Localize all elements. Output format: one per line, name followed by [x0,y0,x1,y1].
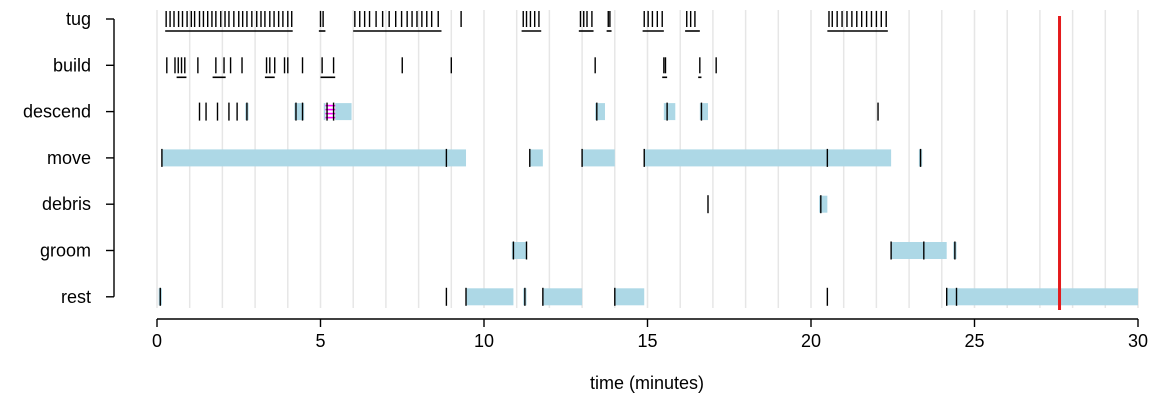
y-tick-label: rest [61,287,91,307]
events-layer [159,11,1061,306]
x-axis: 0 5 10 15 20 25 30 [152,318,1148,351]
interval-bar [466,288,514,306]
x-tick-label: 25 [964,331,984,351]
interval-bar [614,288,645,306]
y-tick-label: move [47,148,91,168]
intervals-layer [158,103,1138,306]
interval-bar [582,149,615,167]
y-tick-label: descend [23,102,91,122]
interval-bar [946,288,1138,306]
y-tick-label: tug [66,9,91,29]
y-tick-label: debris [42,194,91,214]
x-tick-label: 20 [801,331,821,351]
interval-bar [819,195,828,213]
y-tick-label: build [53,55,91,75]
x-tick-label: 10 [474,331,494,351]
interval-bar [663,103,676,121]
interval-bar [891,242,947,259]
interval-bar [699,103,708,121]
interval-bar [294,103,305,121]
interval-bar [542,288,583,306]
interval-bar [529,149,543,167]
y-axis: tug build descend move debris groom rest [23,9,115,307]
interval-bar [644,149,892,167]
interval-bar [595,103,605,121]
y-tick-label: groom [40,241,91,261]
x-axis-label: time (minutes) [590,373,704,393]
x-tick-label: 0 [152,331,162,351]
x-tick-label: 30 [1128,331,1148,351]
highlight-background [325,103,336,121]
interval-bar [511,242,527,259]
interval-bar [161,149,467,167]
x-tick-label: 15 [637,331,657,351]
x-tick-label: 5 [315,331,325,351]
